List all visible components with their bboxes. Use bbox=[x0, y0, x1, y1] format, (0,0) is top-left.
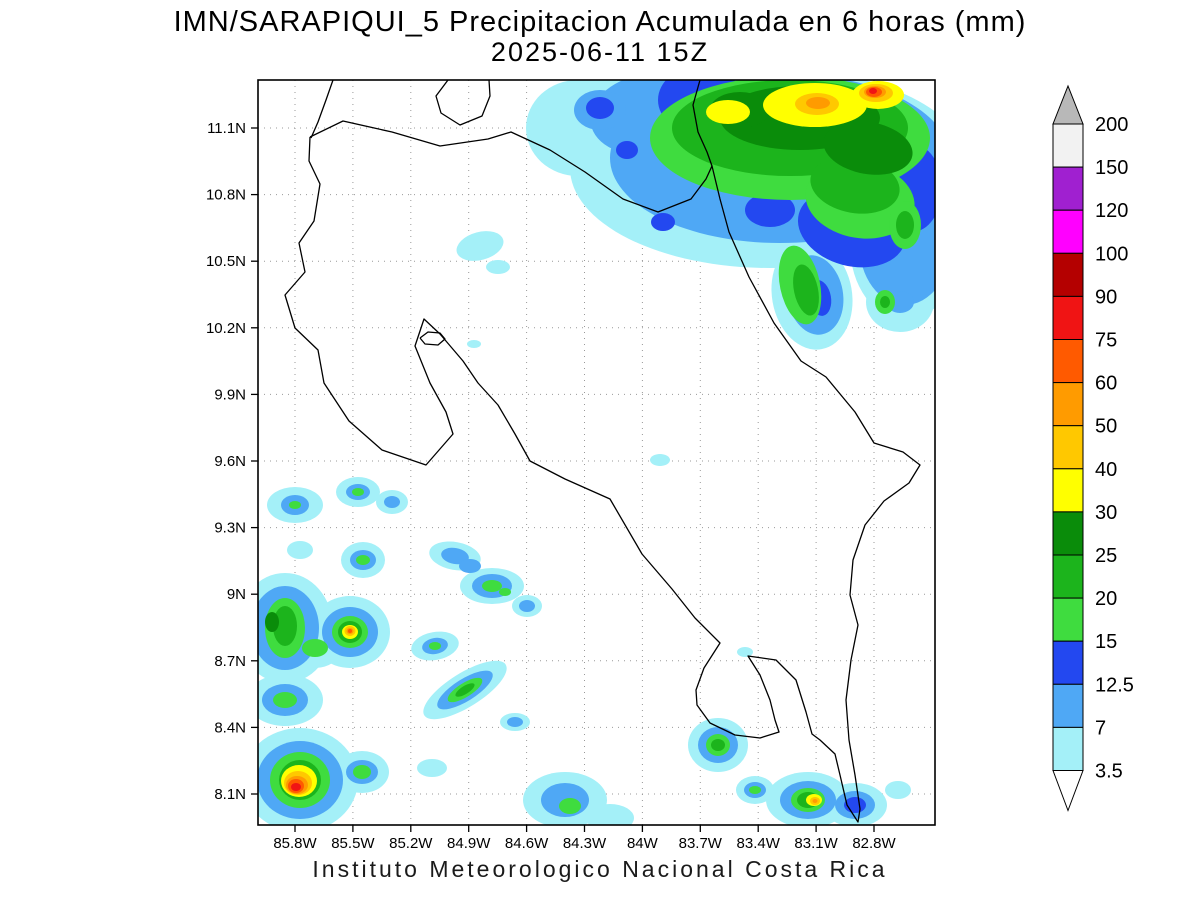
colorbar-label: 200 bbox=[1095, 114, 1128, 136]
colorbar-label: 50 bbox=[1095, 416, 1117, 438]
axis-labels: 85.8W 85.5W 85.2W 84.9W 84.6W 84.3W 84W 83.7W 83… bbox=[206, 120, 897, 852]
colorbar-segment bbox=[1052, 511, 1084, 556]
colorbar-segment bbox=[1052, 726, 1084, 772]
colorbar-segment bbox=[1052, 166, 1084, 211]
colorbar-label: 150 bbox=[1095, 157, 1128, 179]
colorbar-label: 15 bbox=[1095, 631, 1117, 653]
y-tick-label: 9.6N bbox=[214, 453, 246, 470]
colorbar-label: 30 bbox=[1095, 502, 1117, 524]
y-tick-label: 8.7N bbox=[214, 653, 246, 670]
y-tick-label: 8.1N bbox=[214, 786, 246, 803]
colorbar-label: 20 bbox=[1095, 588, 1117, 610]
x-tick-label: 85.5W bbox=[331, 835, 375, 852]
axis-ticks bbox=[251, 127, 875, 832]
colorbar-segment bbox=[1052, 252, 1084, 297]
y-tick-label: 8.4N bbox=[214, 719, 246, 736]
colorbar-segment bbox=[1052, 597, 1084, 642]
y-tick-label: 9.9N bbox=[214, 386, 246, 403]
colorbar-label: 40 bbox=[1095, 459, 1117, 481]
colorbar-segment bbox=[1052, 640, 1084, 685]
colorbar-label: 25 bbox=[1095, 545, 1117, 567]
colorbar-label: 60 bbox=[1095, 373, 1117, 395]
colorbar: 200 150 120 100 90 75 60 50 40 30 25 20 15 12.5 7 3.5 bbox=[1052, 84, 1134, 812]
colorbar-segment bbox=[1052, 339, 1084, 384]
colorbar-segment bbox=[1052, 683, 1084, 728]
x-tick-label: 82.8W bbox=[852, 835, 896, 852]
x-tick-label: 85.2W bbox=[389, 835, 433, 852]
colorbar-label: 75 bbox=[1095, 330, 1117, 352]
coastline bbox=[284, 80, 921, 823]
colorbar-label: 3.5 bbox=[1095, 761, 1123, 783]
colorbar-segment bbox=[1052, 554, 1084, 599]
x-tick-label: 84W bbox=[627, 835, 659, 852]
y-tick-label: 9N bbox=[227, 586, 246, 603]
y-tick-label: 10.8N bbox=[206, 187, 246, 204]
figure-valid-time: 2025-06-11 15Z bbox=[490, 37, 710, 67]
figure-caption: Instituto Meteorologico Nacional Costa R… bbox=[312, 856, 888, 882]
precipitation-field bbox=[258, 80, 935, 825]
y-tick-label: 10.5N bbox=[206, 253, 246, 270]
colorbar-segment bbox=[1052, 209, 1084, 254]
colorbar-segment bbox=[1052, 295, 1084, 340]
x-tick-label: 85.8W bbox=[273, 835, 317, 852]
x-tick-label: 83.7W bbox=[679, 835, 723, 852]
figure-title: IMN/SARAPIQUI_5 Precipitacion Acumulada … bbox=[173, 6, 1027, 38]
colorbar-label: 7 bbox=[1095, 717, 1106, 739]
colorbar-segment bbox=[1052, 123, 1084, 168]
colorbar-below-arrow bbox=[1052, 770, 1084, 812]
x-tick-label: 84.3W bbox=[563, 835, 607, 852]
y-tick-label: 9.3N bbox=[214, 520, 246, 537]
y-tick-label: 11.1N bbox=[207, 120, 246, 137]
x-tick-label: 83.1W bbox=[794, 835, 838, 852]
colorbar-segment bbox=[1052, 468, 1084, 513]
x-tick-label: 84.6W bbox=[505, 835, 549, 852]
map-border bbox=[257, 79, 936, 826]
colorbar-segment bbox=[1052, 382, 1084, 427]
colorbar-label: 120 bbox=[1095, 200, 1128, 222]
colorbar-above-arrow bbox=[1052, 84, 1084, 125]
y-tick-label: 10.2N bbox=[206, 320, 246, 337]
x-tick-label: 84.9W bbox=[447, 835, 491, 852]
colorbar-label: 12.5 bbox=[1095, 674, 1134, 696]
x-tick-label: 83.4W bbox=[737, 835, 781, 852]
colorbar-label: 100 bbox=[1095, 243, 1128, 265]
colorbar-label: 90 bbox=[1095, 286, 1117, 308]
colorbar-segment bbox=[1052, 425, 1084, 470]
